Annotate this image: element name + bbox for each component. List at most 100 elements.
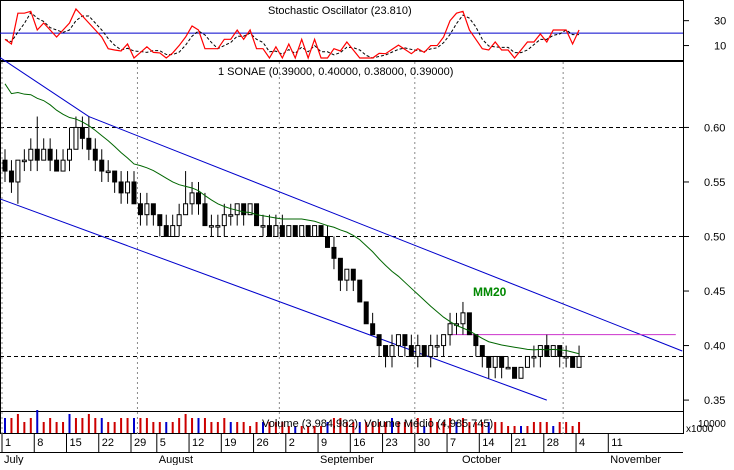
volume-bar (23, 422, 26, 433)
volume-bar (165, 422, 168, 433)
price-tick-label: 0.35 (704, 395, 725, 407)
volume-bar (545, 422, 548, 433)
day-tick-label: 28 (547, 437, 559, 449)
volume-bar (10, 418, 13, 433)
candle-body (234, 203, 240, 216)
volume-bar (16, 414, 19, 433)
candle-body (163, 225, 169, 237)
candle-body (492, 355, 498, 368)
candle-body (312, 225, 318, 237)
volume-bar (210, 422, 213, 433)
volume-bar (507, 426, 510, 433)
volume-bar (339, 418, 342, 433)
candle-body (60, 159, 66, 172)
candle-body (299, 225, 305, 237)
candle-body (215, 225, 221, 228)
candle-body (389, 345, 395, 357)
candle-body (402, 334, 408, 347)
volume-bar (94, 418, 97, 433)
moving-average-line (4, 83, 580, 355)
candle-body (144, 203, 150, 216)
volume-bar (481, 422, 484, 433)
candle-body (325, 236, 330, 248)
candle-body (344, 268, 350, 281)
candle-body (208, 225, 214, 228)
candle-body (54, 159, 60, 172)
candle-body (570, 355, 576, 368)
candle-body (28, 148, 34, 161)
candle-body (21, 159, 27, 163)
volume-bar (287, 426, 290, 433)
channel-lower-line (0, 198, 547, 401)
volume-bar (526, 426, 529, 433)
volume-bar (423, 426, 426, 433)
volume-bar (171, 422, 174, 433)
stochastic-tick-label: 10 (714, 41, 726, 53)
candle-body (550, 345, 556, 357)
candle-body (415, 345, 421, 357)
volume-bar (571, 426, 574, 433)
volume-bar (300, 426, 303, 433)
volume-label: Volume (3,984,982), Volume Médio (4,985,… (262, 418, 493, 430)
price-tick-label: 0.55 (704, 177, 725, 189)
candle-body (576, 355, 582, 368)
candle-body (331, 246, 337, 259)
trendline-layer (0, 56, 683, 401)
candle-body (228, 214, 234, 217)
day-tick-label: 5 (160, 437, 166, 449)
price-title: 1 SONAE (0.39000, 0.40000, 0.38000, 0.39… (218, 66, 453, 78)
volume-bar (358, 422, 361, 433)
volume-bar (100, 418, 103, 433)
volume-bar (500, 422, 503, 433)
candle-body (473, 334, 479, 347)
day-tick-label: 11 (611, 437, 622, 449)
candle-body (112, 170, 118, 183)
volume-bar (365, 422, 368, 433)
candle-body (447, 323, 453, 336)
candle-body (537, 345, 543, 357)
volume-bar (62, 422, 65, 433)
candle-body (460, 312, 466, 325)
channel-upper-line (88, 116, 683, 352)
ma-label: MM20 (473, 285, 507, 299)
volume-bar (449, 418, 452, 433)
volume-bar (378, 422, 381, 433)
volume-bar (107, 422, 110, 433)
candle-body (505, 366, 511, 370)
volume-bar (113, 422, 116, 433)
volume-bar (133, 418, 135, 433)
candle-body (260, 225, 266, 228)
volume-bar (216, 422, 219, 433)
candle-body (421, 345, 427, 357)
candle-body (241, 203, 247, 216)
volume-bar (139, 418, 142, 433)
volume-bar (552, 426, 555, 433)
price-tick-label: 0.60 (704, 122, 725, 134)
candle-body (428, 345, 434, 357)
candle-body (202, 203, 208, 227)
volume-bar (320, 426, 323, 433)
volume-bar (565, 422, 568, 433)
candle-body (357, 279, 363, 303)
volume-bar (520, 426, 522, 433)
candle-body (518, 366, 524, 379)
candle-body (557, 345, 563, 357)
candle-body (479, 345, 485, 357)
candle-body (563, 355, 569, 359)
volume-bar (152, 422, 155, 433)
volume-bar (307, 426, 310, 433)
day-tick-label: 15 (70, 437, 82, 449)
candle-body (273, 225, 279, 237)
month-label: September (320, 454, 374, 465)
volume-bar (81, 418, 84, 433)
volume-bar (262, 422, 264, 433)
price-tick-label: 0.50 (704, 232, 725, 244)
volume-bar (558, 422, 561, 433)
candle-body (118, 181, 124, 194)
day-tick-label: 19 (224, 437, 236, 449)
candle-body (279, 225, 285, 237)
day-tick-label: 14 (482, 437, 494, 449)
volume-bar (474, 422, 477, 433)
candle-body (41, 148, 47, 161)
month-label: July (4, 454, 24, 465)
